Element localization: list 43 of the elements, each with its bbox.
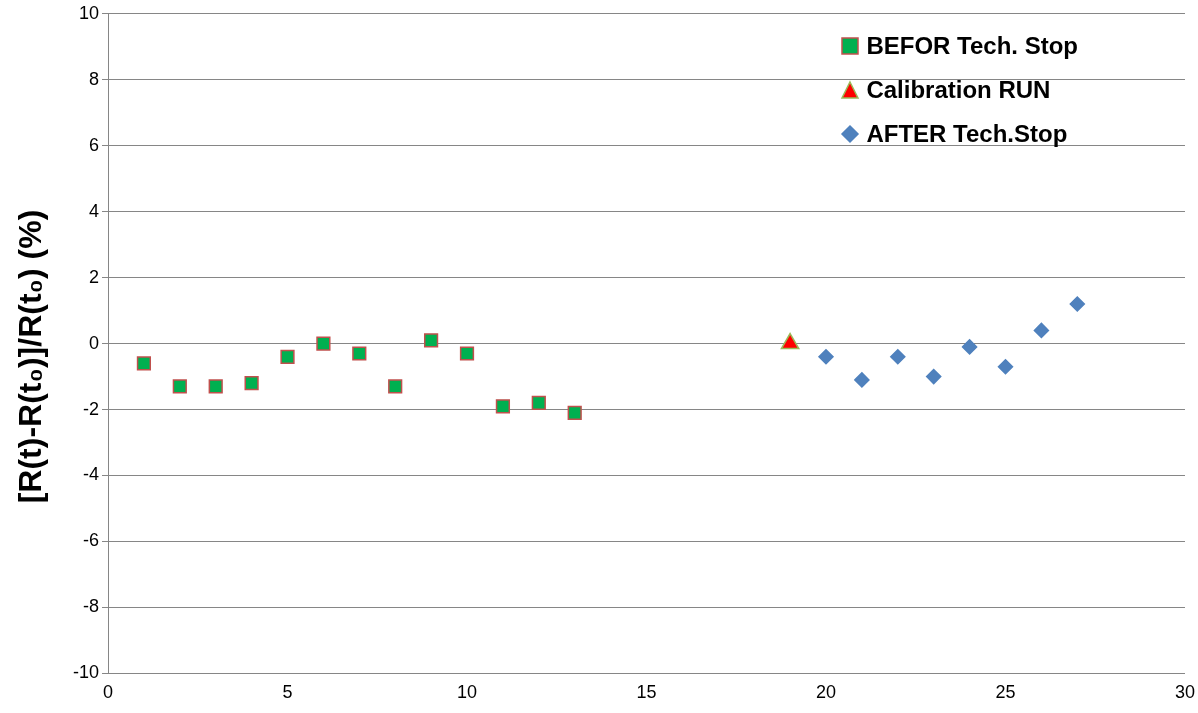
x-tick-label: 10 <box>456 682 478 703</box>
point <box>244 376 259 391</box>
point <box>423 333 439 348</box>
y-tick-label: 2 <box>89 266 100 287</box>
point <box>459 346 475 361</box>
point <box>567 405 582 420</box>
y-tick-label: 6 <box>89 134 100 155</box>
y-tick-label: 4 <box>89 200 100 221</box>
y-tick-label: -2 <box>83 398 100 419</box>
legend-label: AFTER Tech.Stop <box>866 120 1068 148</box>
x-tick-label: 0 <box>103 682 114 703</box>
y-tick-label: 0 <box>89 332 100 353</box>
x-tick-label: 25 <box>995 682 1016 703</box>
point <box>388 379 403 394</box>
point <box>1033 322 1050 339</box>
point <box>352 346 367 361</box>
point <box>208 379 223 394</box>
y-tick-label: -4 <box>83 464 100 485</box>
y-tick-label: -6 <box>83 530 100 551</box>
point <box>316 336 331 351</box>
x-tick-label: 5 <box>282 682 293 703</box>
point <box>495 399 511 414</box>
point <box>136 356 152 371</box>
point <box>997 358 1014 375</box>
point <box>280 349 295 364</box>
point <box>531 395 546 411</box>
legend-label: BEFOR Tech. Stop <box>866 32 1078 60</box>
x-tick-label: 15 <box>636 682 657 703</box>
legend-label: Calibration RUN <box>866 76 1051 104</box>
point <box>818 349 834 365</box>
point <box>1069 296 1086 312</box>
point <box>172 379 187 394</box>
y-tick-label: -8 <box>83 596 100 617</box>
point <box>854 372 870 388</box>
point <box>890 349 906 365</box>
y-tick-label: -10 <box>73 662 100 683</box>
y-tick-label: 8 <box>89 68 100 89</box>
x-tick-label: 20 <box>815 682 837 703</box>
point <box>961 339 978 355</box>
x-tick-label: 30 <box>1174 682 1195 703</box>
y-tick-label: 10 <box>78 2 100 23</box>
y-axis-title: [R(t)-R(t₀)]/R(t₀) (%) <box>11 208 49 506</box>
point <box>925 368 942 385</box>
